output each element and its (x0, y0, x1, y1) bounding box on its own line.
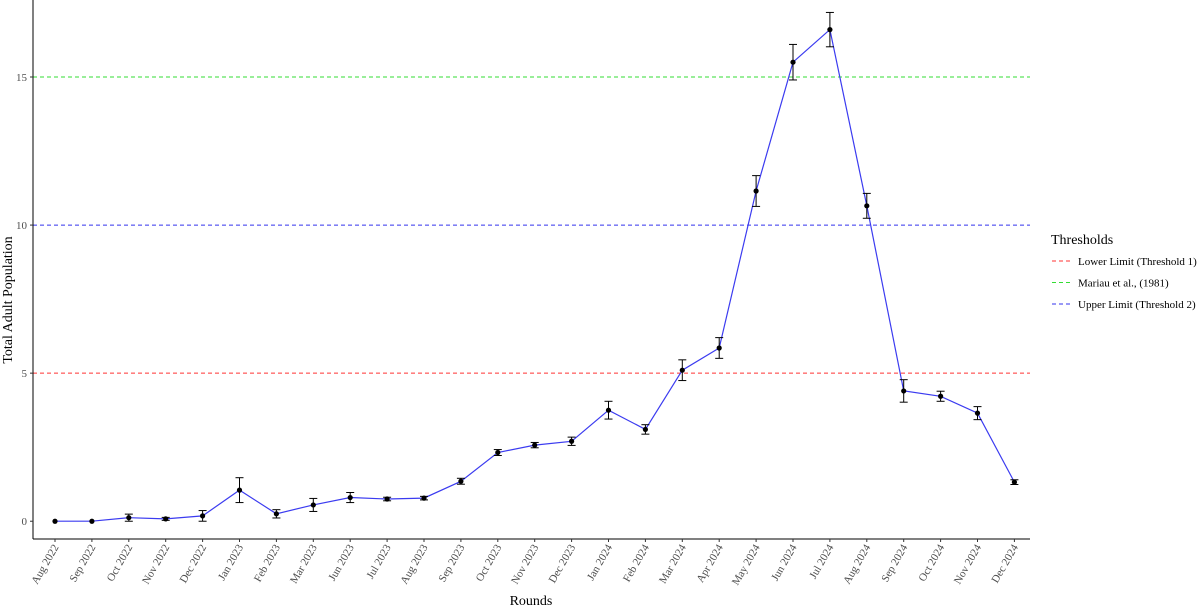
y-tick-label: 0 (22, 516, 28, 528)
data-point-5 (236, 487, 243, 493)
x-tick-label: Dec 2022 (178, 543, 210, 586)
y-ticks: 0 5 10 15 (16, 72, 33, 528)
legend-label: Lower Limit (Threshold 1) (1078, 256, 1197, 268)
data-point-3 (163, 516, 169, 522)
x-tick-label: May 2024 (730, 542, 763, 587)
data-point-7 (310, 502, 316, 508)
data-point-16 (642, 426, 649, 433)
y-tick-label: 15 (16, 72, 28, 84)
x-tick-label: Aug 2023 (398, 542, 430, 586)
data-point-21 (827, 27, 833, 33)
x-tick-label: Jun 2023 (326, 542, 357, 583)
x-tick-label: Jun 2024 (769, 542, 800, 583)
x-tick-label: Dec 2023 (547, 542, 579, 585)
x-tick-label: Jan 2024 (585, 542, 615, 583)
legend-item-0: Lower Limit (Threshold 1) (1052, 256, 1197, 268)
x-tick-label: Apr 2024 (694, 542, 726, 585)
x-tick-label: Oct 2022 (105, 543, 136, 584)
legend-item-1: Mariau et al., (1981) (1052, 278, 1169, 290)
data-point-2 (126, 515, 132, 521)
x-tick-label: Jul 2024 (807, 542, 836, 581)
y-tick-label: 5 (22, 368, 28, 380)
data-point-23 (901, 388, 907, 394)
data-point-6 (273, 511, 279, 517)
data-point-25 (974, 410, 981, 416)
x-tick-label: Oct 2023 (474, 542, 505, 584)
x-tick-label: Nov 2022 (140, 543, 172, 587)
x-tick-label: Nov 2024 (952, 542, 984, 586)
data-point-8 (347, 494, 353, 501)
data-point-22 (864, 203, 870, 209)
data-point-13 (532, 442, 538, 448)
legend-title: Thresholds (1051, 233, 1113, 248)
x-tick-label: Sep 2023 (436, 542, 467, 584)
x-tick-label: Feb 2023 (252, 542, 283, 584)
legend-label: Upper Limit (Threshold 2) (1078, 299, 1196, 311)
x-tick-label: Aug 2022 (29, 543, 61, 587)
x-tick-label: Dec 2024 (989, 542, 1021, 585)
x-tick-label: Jan 2023 (216, 542, 246, 583)
legend-item-2: Upper Limit (Threshold 2) (1052, 299, 1196, 311)
x-tick-label: Mar 2024 (657, 542, 689, 586)
legend: Thresholds Lower Limit (Threshold 1) Mari… (1051, 233, 1197, 311)
data-point-24 (938, 393, 944, 399)
x-tick-label: Sep 2024 (879, 542, 910, 584)
data-point-26 (1011, 479, 1018, 485)
data-point-9 (384, 496, 390, 502)
data-point-20 (790, 59, 796, 65)
x-tick-label: Jul 2023 (365, 542, 394, 581)
x-tick-label: Sep 2022 (67, 543, 98, 585)
data-point-15 (605, 407, 612, 413)
data-point-4 (200, 513, 206, 519)
x-tick-label: Nov 2023 (509, 542, 541, 586)
data-point-11 (458, 478, 464, 484)
x-tick-label: Oct 2024 (916, 542, 947, 584)
axes (32, 0, 1030, 540)
data-point-19 (753, 188, 759, 194)
data-point-17 (679, 367, 685, 373)
x-ticks: Aug 2022 Sep 2022 Oct 2022 Nov 2022 Dec 2022… (29, 539, 1021, 587)
data-point-14 (569, 438, 575, 444)
threshold-lines (33, 76, 1030, 374)
x-tick-label: Aug 2024 (841, 542, 873, 586)
y-tick-label: 10 (16, 220, 28, 232)
x-axis-title: Rounds (510, 594, 553, 608)
data-point-1 (89, 518, 95, 524)
data-point-10 (421, 495, 427, 501)
data-point-0 (52, 518, 58, 524)
x-tick-label: Mar 2023 (288, 542, 320, 586)
x-tick-label: Feb 2024 (621, 542, 652, 584)
data-point-12 (495, 449, 501, 456)
y-axis-title: Total Adult Population (1, 236, 16, 363)
legend-label: Mariau et al., (1981) (1078, 278, 1169, 290)
series-layer (52, 11, 1019, 524)
data-point-18 (716, 345, 722, 351)
